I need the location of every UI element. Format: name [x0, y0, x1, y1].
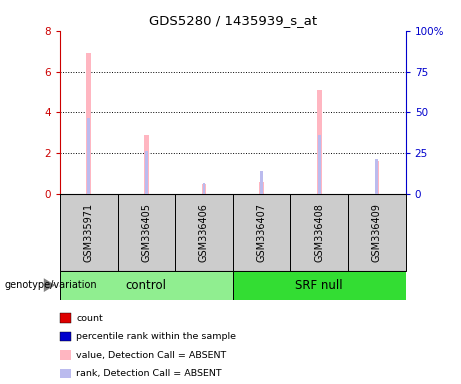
Bar	[318, 135, 321, 194]
Bar	[233, 271, 406, 300]
Text: GSM336406: GSM336406	[199, 203, 209, 262]
Bar	[259, 182, 264, 194]
Text: genotype/variation: genotype/variation	[5, 280, 97, 290]
Text: count: count	[76, 314, 103, 323]
Bar	[202, 183, 206, 194]
Bar	[60, 271, 233, 300]
Bar	[290, 194, 348, 271]
Bar	[233, 194, 290, 271]
Text: control: control	[126, 279, 167, 291]
Text: value, Detection Call = ABSENT: value, Detection Call = ABSENT	[76, 351, 226, 360]
Bar	[348, 194, 406, 271]
Bar	[317, 90, 321, 194]
Bar	[145, 151, 148, 194]
Bar	[260, 172, 263, 194]
Bar	[375, 159, 378, 194]
Bar	[60, 194, 118, 271]
Bar	[374, 161, 379, 194]
Bar	[87, 118, 90, 194]
Text: GSM336405: GSM336405	[142, 203, 151, 262]
Text: percentile rank within the sample: percentile rank within the sample	[76, 332, 236, 341]
Bar	[201, 184, 206, 194]
Bar	[86, 53, 91, 194]
Text: GSM335971: GSM335971	[84, 203, 94, 262]
Bar	[175, 194, 233, 271]
Bar	[118, 194, 175, 271]
Bar	[144, 135, 148, 194]
Title: GDS5280 / 1435939_s_at: GDS5280 / 1435939_s_at	[149, 14, 317, 27]
Text: GSM336409: GSM336409	[372, 203, 382, 262]
Text: SRF null: SRF null	[296, 279, 343, 291]
Text: rank, Detection Call = ABSENT: rank, Detection Call = ABSENT	[76, 369, 222, 378]
Text: GSM336408: GSM336408	[314, 203, 324, 262]
Text: GSM336407: GSM336407	[257, 203, 266, 262]
